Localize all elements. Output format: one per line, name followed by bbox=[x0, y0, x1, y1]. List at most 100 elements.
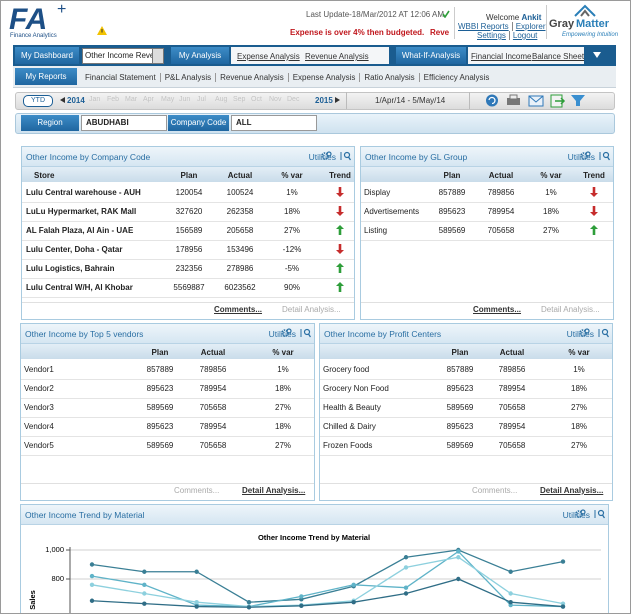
brand-icon bbox=[574, 4, 596, 17]
table-cell: 18% bbox=[542, 207, 560, 216]
company-panel: Other Income by Company Code Utilities Sto… bbox=[21, 146, 355, 320]
link[interactable]: WBBI Reports bbox=[458, 22, 509, 31]
nav-link[interactable]: Balance Sheet bbox=[532, 52, 585, 61]
nav-link[interactable]: Financial Income bbox=[471, 52, 532, 61]
nav-more[interactable] bbox=[593, 52, 601, 58]
month[interactable]: Mar bbox=[125, 96, 138, 103]
table-cell: -5% bbox=[284, 264, 300, 273]
nav-link[interactable]: Expense Analysis bbox=[237, 52, 300, 61]
print-icon[interactable] bbox=[507, 98, 520, 105]
comments-link[interactable]: Comments... bbox=[174, 486, 220, 495]
detail-link[interactable]: Detail Analysis... bbox=[242, 486, 306, 495]
trend-arrow bbox=[590, 225, 598, 237]
comments-link[interactable]: Comments... bbox=[473, 305, 522, 314]
nav-link[interactable]: Revenue Analysis bbox=[305, 52, 369, 61]
report-link[interactable]: Ratio Analysis bbox=[359, 73, 419, 82]
comments-link[interactable]: Comments... bbox=[214, 305, 263, 314]
table-cell: 27% bbox=[570, 403, 588, 412]
panel-header bbox=[21, 505, 608, 525]
series-point bbox=[142, 569, 147, 574]
report-link[interactable]: Revenue Analysis bbox=[215, 73, 288, 82]
detail-link[interactable]: Detail Analysis... bbox=[282, 305, 341, 314]
month[interactable]: Jun bbox=[179, 96, 191, 103]
month[interactable]: Jan bbox=[89, 96, 101, 103]
company-select[interactable]: ALL bbox=[231, 115, 317, 131]
period[interactable]: YTD bbox=[23, 95, 53, 107]
dashboard-select[interactable]: Other Income Reve bbox=[82, 48, 164, 64]
table-cell: 789856 bbox=[487, 188, 515, 197]
table-cell: 789954 bbox=[487, 207, 515, 216]
footer-line bbox=[361, 302, 613, 303]
months: Jan Feb Mar Apr May Jun Jul Aug Sep Oct Nov Dec bbox=[89, 92, 307, 108]
column-header: Plan Actual % var bbox=[320, 344, 612, 359]
month[interactable]: Apr bbox=[143, 96, 154, 103]
next-year[interactable] bbox=[335, 97, 340, 103]
link[interactable]: Explorer bbox=[511, 22, 546, 31]
panel-icons[interactable] bbox=[579, 328, 609, 338]
report-link[interactable]: Financial Statement bbox=[85, 73, 156, 82]
month[interactable]: May bbox=[161, 96, 175, 103]
detail-link[interactable]: Detail Analysis... bbox=[541, 305, 600, 314]
table-cell: Advertisements bbox=[364, 207, 420, 216]
table-row: Vendor5 589569 705658 27% bbox=[21, 436, 314, 456]
table-cell: 205658 bbox=[226, 226, 254, 235]
column-name: Actual bbox=[200, 348, 226, 357]
comments-link[interactable]: Comments... bbox=[472, 486, 518, 495]
table-cell: 895623 bbox=[438, 207, 466, 216]
month[interactable]: Jul bbox=[197, 96, 206, 103]
month[interactable]: Feb bbox=[107, 96, 120, 103]
panel-icons[interactable] bbox=[575, 509, 605, 519]
month[interactable]: Sep bbox=[233, 96, 246, 103]
nav-analysis[interactable]: My Analysis bbox=[171, 47, 229, 64]
y-axis-label: Sales bbox=[28, 590, 37, 610]
welcome-text: Welcome bbox=[486, 13, 520, 22]
report-link[interactable]: Efficiency Analysis bbox=[418, 73, 494, 82]
table-cell: Lulu Logistics, Bahrain bbox=[26, 264, 115, 273]
report-link[interactable]: Expense Analysis bbox=[287, 73, 360, 82]
series-point bbox=[403, 591, 409, 596]
table-row: Lulu Central W/H, Al Khobar 5569887 602356… bbox=[22, 278, 354, 298]
tagline: Empowering Intuition bbox=[562, 32, 619, 38]
table-row: Listing 589569 705658 27% bbox=[361, 221, 613, 241]
panel-icons[interactable] bbox=[580, 151, 610, 161]
table-cell: 327620 bbox=[175, 207, 203, 216]
link[interactable]: Settings bbox=[477, 31, 506, 40]
link[interactable]: Logout bbox=[508, 31, 538, 40]
table-cell: 232356 bbox=[175, 264, 203, 273]
table-cell: 705658 bbox=[199, 403, 227, 412]
mail-icon[interactable] bbox=[528, 95, 544, 107]
detail-link[interactable]: Detail Analysis... bbox=[540, 486, 604, 495]
trend-arrow bbox=[336, 187, 344, 199]
user-name: Ankit bbox=[521, 13, 542, 22]
column-name: Trend bbox=[583, 171, 605, 180]
table-cell: Frozen Foods bbox=[323, 441, 373, 450]
select-text: Other Income Reve bbox=[85, 51, 155, 60]
table-row: Lulu Center, Doha - Qatar 178956 153496 -12… bbox=[22, 240, 354, 260]
profit-panel: Other Income by Profit Centers Utilities P… bbox=[319, 323, 613, 501]
month[interactable]: Nov bbox=[269, 96, 282, 103]
panel-title: Other Income by GL Group bbox=[365, 152, 468, 162]
column-name: Actual bbox=[227, 171, 253, 180]
column-name: Actual bbox=[499, 348, 525, 357]
report-link[interactable]: P&L Analysis bbox=[159, 73, 216, 82]
series-point bbox=[560, 604, 566, 609]
nav-dashboard[interactable]: My Dashboard bbox=[15, 47, 79, 64]
nav-links bbox=[231, 47, 389, 64]
filter-icon[interactable] bbox=[571, 95, 585, 106]
series-line bbox=[91, 556, 564, 608]
table-cell: 27% bbox=[542, 226, 560, 235]
panel-icons[interactable] bbox=[281, 328, 311, 338]
table-cell: 18% bbox=[274, 384, 292, 393]
refresh-icon[interactable] bbox=[486, 94, 498, 107]
trend-arrow bbox=[590, 206, 598, 218]
prev-year[interactable] bbox=[60, 97, 65, 103]
nav-whatif[interactable]: What-If-Analysis bbox=[396, 47, 466, 64]
month[interactable]: Oct bbox=[251, 96, 262, 103]
table-cell: Lulu Center, Doha - Qatar bbox=[26, 245, 123, 254]
month[interactable]: Dec bbox=[287, 96, 300, 103]
region-select[interactable]: ABUDHABI bbox=[81, 115, 167, 131]
panel-icons[interactable] bbox=[321, 151, 351, 161]
nav-reports[interactable]: My Reports bbox=[15, 68, 77, 85]
series-point bbox=[508, 600, 513, 605]
month[interactable]: Aug bbox=[215, 96, 228, 103]
